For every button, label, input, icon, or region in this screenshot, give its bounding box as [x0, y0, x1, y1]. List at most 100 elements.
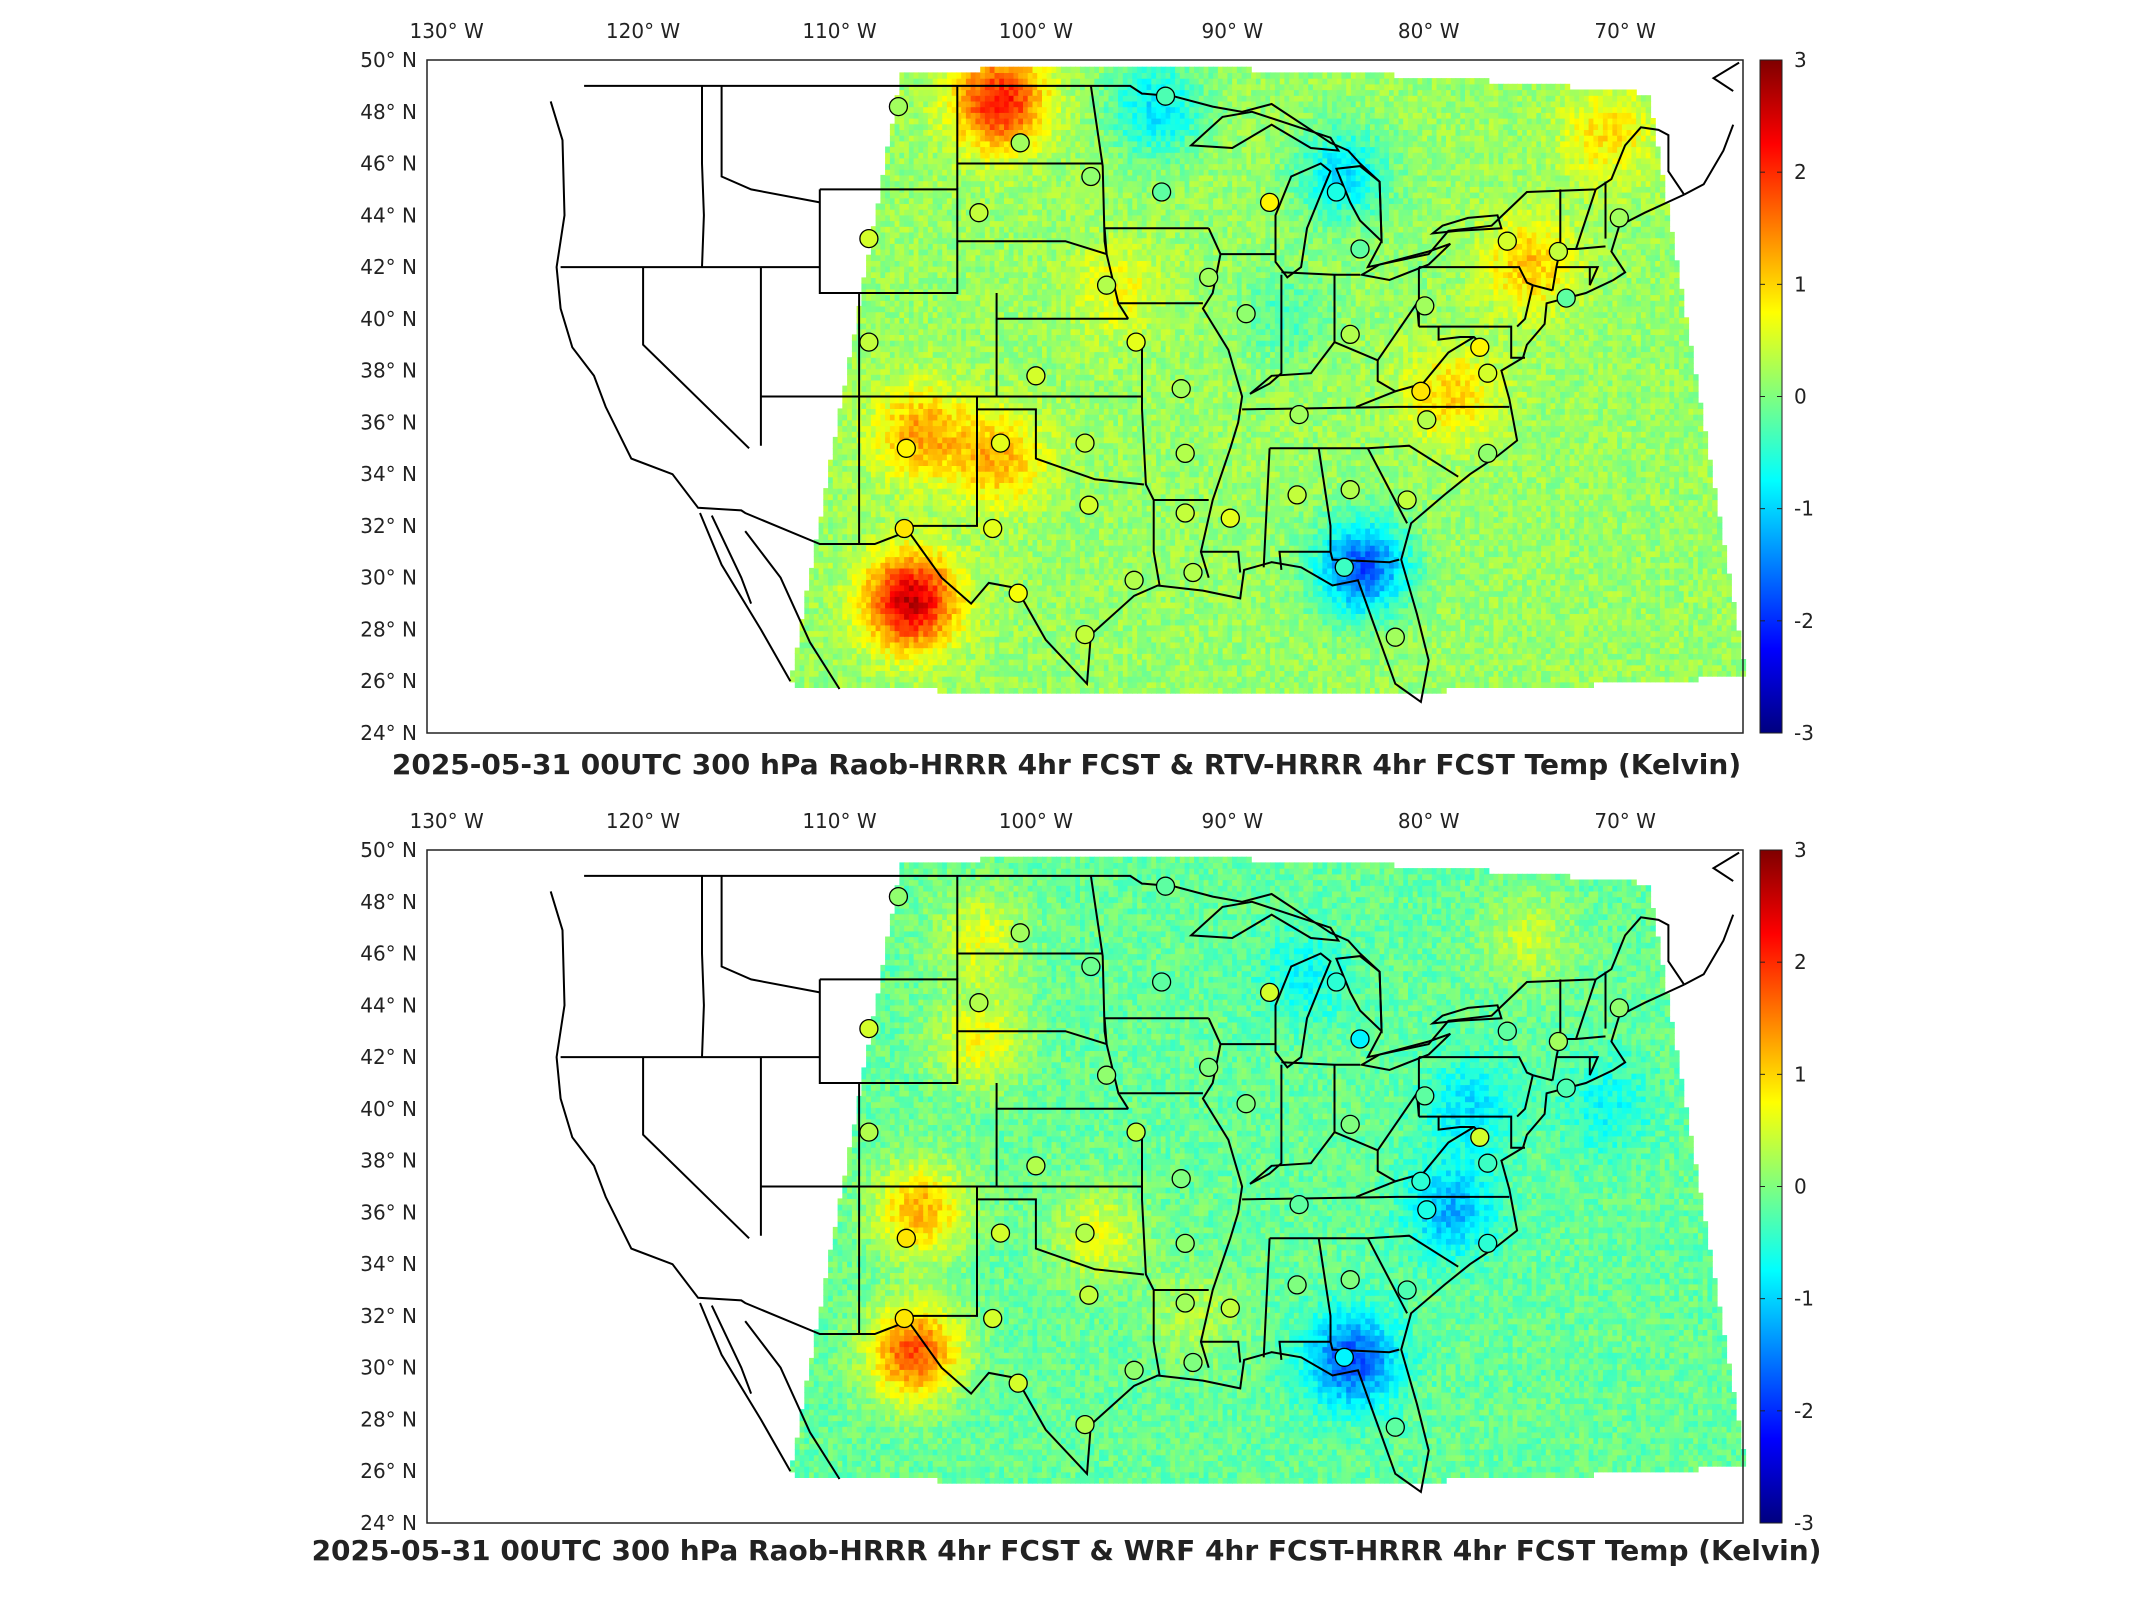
raob-site-marker — [1478, 1153, 1498, 1173]
raob-site-marker — [1350, 1029, 1370, 1049]
raob-site-marker — [1326, 182, 1347, 202]
raob-site-marker — [1326, 972, 1347, 992]
state-border — [1516, 284, 1534, 328]
raob-site-marker — [1096, 1065, 1117, 1085]
state-border — [1366, 447, 1408, 524]
raob-site-marker — [1175, 1293, 1195, 1313]
x-tick-label: 110° W — [802, 809, 877, 833]
raob-site-marker — [1478, 1233, 1498, 1254]
raob-site-marker — [983, 518, 1003, 539]
x-tick-label: 100° W — [999, 809, 1074, 833]
state-border — [818, 188, 959, 294]
state-border — [642, 1057, 750, 1240]
raob-site-marker — [1124, 570, 1144, 590]
state-border — [1200, 1340, 1242, 1363]
raob-site-marker — [1470, 337, 1490, 357]
raob-site-marker — [1411, 1171, 1431, 1191]
x-tick-label: 110° W — [802, 19, 877, 43]
raob-site-marker — [1548, 1031, 1569, 1052]
x-tick-label: 80° W — [1398, 19, 1460, 43]
raob-site-marker — [1175, 443, 1195, 464]
raob-site-marker — [888, 886, 909, 907]
raob-site-marker — [1183, 1352, 1203, 1373]
raob-site-marker — [896, 438, 916, 458]
state-border — [642, 267, 750, 450]
great-lake-outline — [1334, 165, 1383, 244]
y-tick-label: 46° N — [360, 152, 417, 176]
state-border — [1395, 336, 1475, 393]
raob-site-marker — [1220, 1298, 1240, 1318]
raob-site-marker — [1478, 443, 1498, 464]
raob-site-marker — [859, 332, 879, 352]
raob-site-marker — [1075, 1223, 1095, 1243]
state-border — [701, 85, 705, 268]
state-border — [1376, 1057, 1420, 1151]
state-border — [906, 396, 978, 527]
raob-site-marker — [1556, 288, 1576, 308]
raob-site-marker — [1385, 1417, 1405, 1437]
state-border — [1376, 267, 1420, 361]
colorbar-tick-label: -1 — [1794, 1287, 1814, 1311]
raob-site-marker — [1340, 480, 1360, 500]
raob-site-marker — [1259, 982, 1280, 1003]
colorbar-tick-label: -3 — [1794, 1511, 1814, 1535]
y-tick-label: 30° N — [360, 1356, 417, 1380]
state-border — [1329, 1341, 1400, 1354]
state-border — [1281, 271, 1360, 276]
x-tick-label: 80° W — [1398, 809, 1460, 833]
raob-site-marker — [1340, 324, 1360, 345]
raob-site-marker — [1075, 624, 1095, 645]
y-tick-label: 26° N — [360, 669, 417, 693]
raob-site-marker — [1151, 182, 1172, 202]
raob-sites — [859, 86, 1629, 647]
quebec-coastline — [1711, 851, 1740, 882]
colorbar-tick-label: 2 — [1794, 160, 1807, 184]
raob-sites — [859, 876, 1629, 1437]
raob-site-marker — [1026, 366, 1046, 386]
colorbar-tick-label: -3 — [1794, 721, 1814, 745]
state-border — [1395, 1126, 1475, 1183]
raob-site-marker — [1096, 275, 1117, 295]
state-border — [977, 1198, 1145, 1276]
state-border — [720, 85, 820, 204]
chart-title-top: 2025-05-31 00UTC 300 hPa Raob-HRRR 4hr F… — [0, 748, 2133, 781]
map-panel-bottom: 130° W 120° W 110° W 100° W 90° W 80° W 70° W 5… — [0, 790, 2133, 1600]
colorbar-tick-label: -2 — [1794, 609, 1814, 633]
raob-site-marker — [1079, 495, 1099, 515]
y-tick-label: 26° N — [360, 1459, 417, 1483]
state-border — [818, 978, 959, 1084]
state-border — [720, 875, 820, 994]
y-tick-label: 50° N — [360, 838, 417, 862]
great-lake-outline — [1188, 110, 1341, 152]
great-lake-outline — [1429, 1004, 1503, 1025]
y-tick-label: 38° N — [360, 359, 417, 383]
raob-site-marker — [983, 1308, 1003, 1329]
x-tick-label: 130° W — [409, 19, 484, 43]
maritimes-coastline — [1683, 914, 1735, 986]
state-border — [1329, 551, 1400, 564]
raob-site-marker — [1175, 1233, 1195, 1254]
chart-top: 130° W 120° W 110° W 100° W 90° W 80° W 70° W 5… — [360, 19, 1814, 745]
chart-bottom: 130° W 120° W 110° W 100° W 90° W 80° W 70° W 5… — [360, 809, 1814, 1535]
raob-site-marker — [1124, 1360, 1144, 1380]
raob-site-marker — [1199, 267, 1219, 288]
x-tick-label: 70° W — [1594, 809, 1656, 833]
raob-site-marker — [1289, 1194, 1309, 1215]
colorbar-tick-label: 0 — [1794, 1175, 1807, 1199]
state-border — [1418, 266, 1553, 292]
great-lake-outline — [1429, 214, 1503, 235]
maritimes-coastline — [1683, 124, 1735, 196]
great-lake-outline — [1334, 955, 1383, 1034]
raob-site-marker — [1081, 956, 1101, 977]
y-tick-label: 48° N — [360, 890, 417, 914]
state-border — [1249, 1130, 1398, 1198]
great-lake-outline — [1359, 1032, 1451, 1072]
state-border — [1249, 340, 1398, 408]
raob-site-marker — [1126, 332, 1146, 352]
quebec-coastline — [1711, 61, 1740, 92]
raob-site-marker — [1075, 433, 1095, 453]
colorbar-tick-label: -2 — [1794, 1399, 1814, 1423]
raob-site-marker — [1075, 1414, 1095, 1435]
raob-site-marker — [1340, 1270, 1360, 1290]
raob-site-marker — [894, 518, 914, 539]
